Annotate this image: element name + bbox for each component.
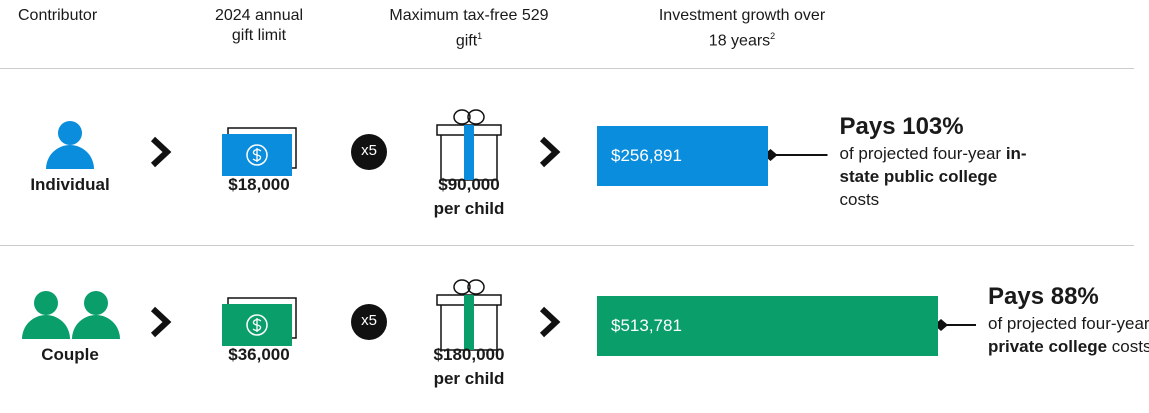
person-body xyxy=(46,145,94,169)
max-gift-amount: $90,000 xyxy=(438,175,500,194)
max-gift: $90,000 per child xyxy=(399,173,539,221)
max-gift: $180,000 per child xyxy=(399,343,539,391)
header-text: Maximum tax-free 529 gift xyxy=(389,7,549,50)
contributor: Individual xyxy=(30,175,110,194)
text: of projected four-year xyxy=(839,144,1006,163)
coin xyxy=(246,314,268,336)
multiplier-badge xyxy=(351,304,387,340)
header-text: Contributor xyxy=(18,7,98,24)
footnote: 2 xyxy=(770,31,776,41)
column-header: 2024 annual gift limit xyxy=(204,6,314,46)
bold-text: private college xyxy=(988,337,1108,356)
description: of projected four-year private college c… xyxy=(988,312,1149,358)
pays: Pays 103% xyxy=(839,113,964,140)
ribbon xyxy=(464,125,474,180)
contributor: Couple xyxy=(41,345,99,364)
multiplier-badge xyxy=(351,134,387,170)
bow xyxy=(453,109,471,125)
description: of projected four-year in-state public c… xyxy=(840,142,1030,211)
growth-bar: $513,781 xyxy=(597,296,938,356)
column-header: Investment growth over 18 years2 xyxy=(652,6,832,51)
person-head xyxy=(34,291,58,315)
bow xyxy=(453,279,471,295)
dollar xyxy=(252,318,262,332)
text: costs xyxy=(839,190,880,209)
chevron xyxy=(150,136,172,168)
text: of projected four-year xyxy=(988,314,1149,333)
per-child: per child xyxy=(433,369,505,388)
header-text: Investment growth over 18 years xyxy=(658,7,826,50)
chevron xyxy=(539,306,561,338)
column-header: Contributor xyxy=(18,6,158,26)
divider xyxy=(0,68,1134,69)
person-head xyxy=(84,291,108,315)
divider xyxy=(0,245,1134,246)
growth-bar: $256,891 xyxy=(597,126,768,186)
header-text: 2024 annual gift limit xyxy=(214,7,304,44)
pays: Pays 88% xyxy=(988,283,1099,310)
per-child: per child xyxy=(433,199,505,218)
footnote: 1 xyxy=(477,31,483,41)
max-gift-amount: $180,000 xyxy=(433,345,505,364)
multiplier: x5 xyxy=(361,142,377,159)
chevron xyxy=(150,306,172,338)
text: costs xyxy=(1107,337,1149,356)
person-body xyxy=(22,315,70,339)
gift-limit: $36,000 xyxy=(228,345,290,364)
gift-limit: $18,000 xyxy=(228,175,290,194)
bow xyxy=(467,279,485,295)
person-body xyxy=(72,315,120,339)
coin xyxy=(246,144,268,166)
person-head xyxy=(58,121,82,145)
dollar xyxy=(252,148,262,162)
bow xyxy=(467,109,485,125)
column-header: Maximum tax-free 529 gift1 xyxy=(379,6,559,51)
chevron xyxy=(539,136,561,168)
ribbon xyxy=(464,295,474,350)
bold-text: in-state public college xyxy=(839,144,1027,186)
multiplier: x5 xyxy=(361,312,377,329)
